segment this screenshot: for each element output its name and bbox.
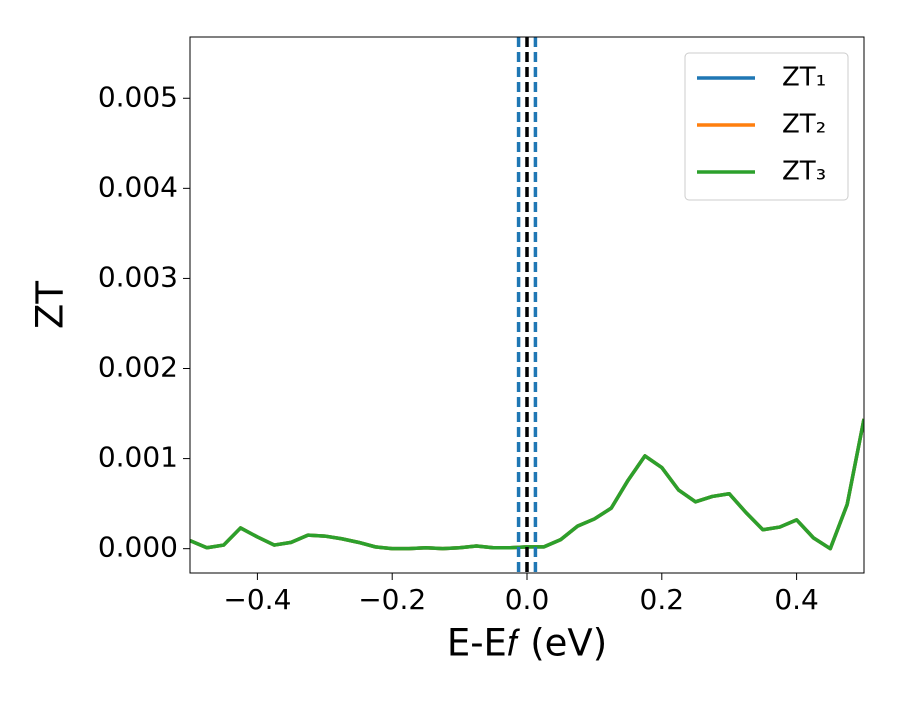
y-tick-label: 0.002	[98, 351, 178, 384]
x-tick-label: 0.2	[640, 583, 685, 616]
legend-box	[684, 52, 849, 201]
plot-frame	[189, 36, 865, 574]
line-series	[190, 418, 864, 551]
x-tick-label: 0.4	[774, 583, 819, 616]
x-tick-label: −0.2	[358, 583, 426, 616]
legend-label: ZT₁	[782, 63, 826, 93]
y-axis-label: ZT	[29, 281, 72, 329]
y-tick-label: 0.000	[98, 531, 178, 564]
y-tick-label: 0.001	[98, 441, 178, 474]
y-tick-label: 0.004	[98, 170, 178, 203]
y-tick-label: 0.005	[98, 80, 178, 113]
x-tick-label: 0.0	[505, 583, 550, 616]
x-tick-label: −0.4	[223, 583, 291, 616]
legend-label: ZT₃	[782, 157, 826, 187]
x-axis-label: E-E𝑓 (eV)	[447, 622, 607, 665]
legend-label: ZT₂	[782, 110, 826, 140]
y-tick-label: 0.003	[98, 260, 178, 293]
